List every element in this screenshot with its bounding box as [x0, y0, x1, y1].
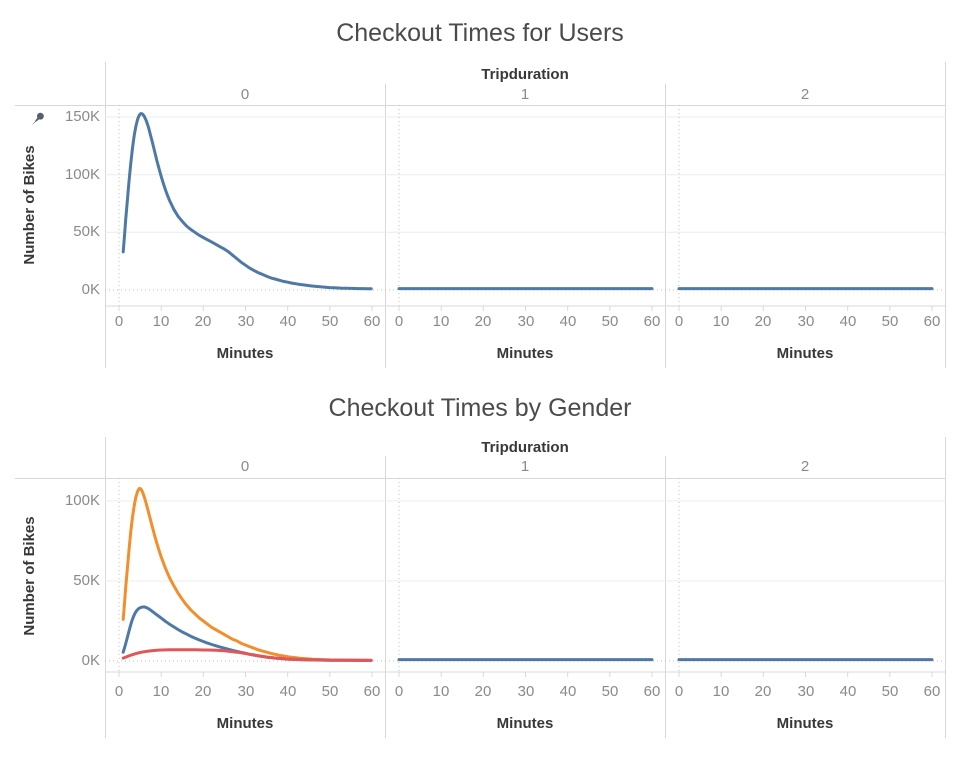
- facet-column-label: 1: [520, 458, 530, 475]
- x-tick-label: 0: [394, 313, 404, 330]
- panel-plot-svg: [385, 478, 665, 677]
- x-tick-label: 60: [643, 313, 661, 330]
- x-tick-label: 40: [279, 683, 297, 700]
- x-axis-title: Minutes: [216, 345, 274, 362]
- panel-divider: [105, 437, 106, 738]
- panel-plot-svg: [385, 105, 665, 311]
- x-tick-label: 50: [321, 313, 339, 330]
- x-tick-label: 20: [474, 313, 492, 330]
- x-tick-label: 50: [321, 683, 339, 700]
- panel-plot: [105, 105, 385, 313]
- y-tick-label: 50K: [73, 223, 100, 240]
- chart1-title: Checkout Times for Users: [336, 19, 624, 47]
- panel-plot-svg: [665, 105, 945, 311]
- axis-pin-icon[interactable]: [30, 111, 46, 127]
- panel-plot: [665, 478, 945, 679]
- facet-column-label: 1: [520, 86, 530, 103]
- panel-plot-svg: [105, 478, 385, 677]
- x-tick-label: 60: [923, 683, 941, 700]
- panel-plot: [385, 478, 665, 679]
- x-tick-label: 30: [237, 313, 255, 330]
- series-line[interactable]: [121, 487, 373, 662]
- y-tick-label: 0K: [81, 281, 100, 298]
- x-tick-label: 10: [712, 313, 730, 330]
- y-tick-label: 100K: [64, 492, 100, 509]
- x-tick-label: 0: [114, 313, 124, 330]
- x-tick-label: 10: [152, 313, 170, 330]
- x-tick-label: 50: [601, 313, 619, 330]
- x-axis-title: Minutes: [496, 345, 554, 362]
- x-tick-label: 30: [517, 683, 535, 700]
- x-tick-label: 50: [881, 313, 899, 330]
- x-tick-label: 60: [363, 313, 381, 330]
- chart1-y-axis-title: Number of Bikes: [21, 145, 38, 265]
- panel-divider: [105, 62, 106, 368]
- facet-column-label: 2: [800, 458, 810, 475]
- facet-column-label: 0: [240, 458, 250, 475]
- x-tick-label: 20: [194, 313, 212, 330]
- y-tick-label: 150K: [64, 108, 100, 125]
- x-tick-label: 40: [559, 313, 577, 330]
- x-tick-label: 60: [923, 313, 941, 330]
- x-tick-label: 20: [754, 683, 772, 700]
- x-tick-label: 60: [363, 683, 381, 700]
- plot-top-border: [15, 105, 945, 106]
- x-tick-label: 20: [474, 683, 492, 700]
- panel-plot-svg: [665, 478, 945, 677]
- x-tick-label: 40: [839, 683, 857, 700]
- facet-column-label: 0: [240, 86, 250, 103]
- x-tick-label: 30: [517, 313, 535, 330]
- series-line[interactable]: [121, 648, 373, 662]
- chart2-facet-field-label: Tripduration: [481, 439, 569, 456]
- x-tick-label: 30: [237, 683, 255, 700]
- panel-divider: [665, 456, 666, 738]
- plot-top-border: [15, 478, 945, 479]
- y-tick-label: 0K: [81, 652, 100, 669]
- x-tick-label: 10: [712, 683, 730, 700]
- panel-divider: [665, 84, 666, 368]
- x-tick-label: 10: [432, 313, 450, 330]
- chart2-title: Checkout Times by Gender: [328, 394, 632, 422]
- x-tick-label: 40: [839, 313, 857, 330]
- facet-column-label: 2: [800, 86, 810, 103]
- x-tick-label: 0: [674, 683, 684, 700]
- series-line[interactable]: [121, 112, 373, 291]
- y-tick-label: 50K: [73, 572, 100, 589]
- x-tick-label: 20: [194, 683, 212, 700]
- x-tick-label: 10: [432, 683, 450, 700]
- panel-divider: [385, 84, 386, 368]
- panel-plot: [385, 105, 665, 313]
- x-tick-label: 60: [643, 683, 661, 700]
- panel-plot: [665, 105, 945, 313]
- y-tick-label: 100K: [64, 166, 100, 183]
- panel-divider: [945, 62, 946, 368]
- x-tick-label: 0: [394, 683, 404, 700]
- x-tick-label: 50: [881, 683, 899, 700]
- panel-divider: [945, 437, 946, 738]
- x-tick-label: 40: [559, 683, 577, 700]
- panel-divider: [385, 456, 386, 738]
- x-tick-label: 30: [797, 313, 815, 330]
- panel-plot-svg: [105, 105, 385, 311]
- x-tick-label: 40: [279, 313, 297, 330]
- x-axis-title: Minutes: [776, 345, 834, 362]
- x-tick-label: 20: [754, 313, 772, 330]
- x-axis-title: Minutes: [216, 715, 274, 732]
- x-tick-label: 0: [114, 683, 124, 700]
- x-tick-label: 0: [674, 313, 684, 330]
- x-tick-label: 50: [601, 683, 619, 700]
- x-axis-title: Minutes: [496, 715, 554, 732]
- x-axis-title: Minutes: [776, 715, 834, 732]
- chart1-facet-field-label: Tripduration: [481, 66, 569, 83]
- panel-plot: [105, 478, 385, 679]
- x-tick-label: 10: [152, 683, 170, 700]
- x-tick-label: 30: [797, 683, 815, 700]
